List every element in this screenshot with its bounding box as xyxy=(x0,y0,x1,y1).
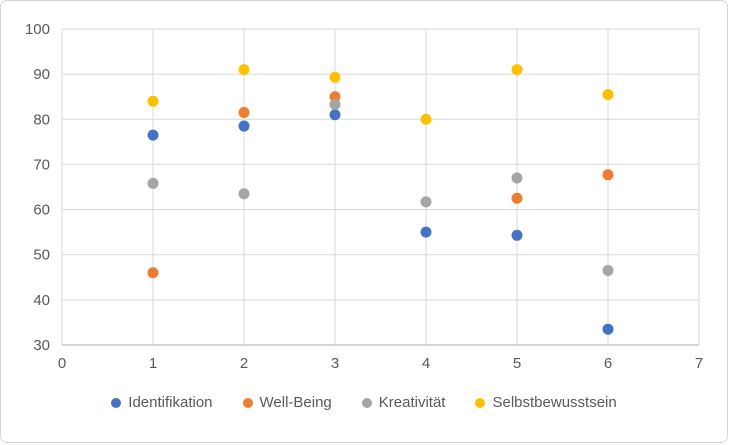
x-tick-label: 6 xyxy=(604,355,612,372)
data-point-selbstbewusstsein xyxy=(602,88,614,100)
legend-item-well-being: Well-Being xyxy=(242,394,332,411)
data-point-identifikation xyxy=(511,229,523,241)
data-point-kreativit-t xyxy=(329,98,341,110)
data-point-identifikation xyxy=(329,109,341,121)
plot-area-border xyxy=(61,28,700,346)
data-point-well-being xyxy=(238,107,250,119)
y-tick-label: 100 xyxy=(25,21,50,38)
legend-item-selbstbewusstsein: Selbstbewusstsein xyxy=(475,394,617,411)
legend-item-identifikation: Identifikation xyxy=(111,394,213,411)
data-point-well-being xyxy=(329,91,341,103)
y-tick-label: 40 xyxy=(33,292,50,309)
legend-marker-icon xyxy=(242,397,253,408)
x-tick-label: 2 xyxy=(240,355,248,372)
data-point-identifikation xyxy=(602,323,614,335)
data-point-selbstbewusstsein xyxy=(329,71,341,83)
legend-label: Well-Being xyxy=(259,394,332,411)
y-tick-label: 30 xyxy=(33,337,50,354)
y-tick-label: 80 xyxy=(33,111,50,128)
data-point-identifikation xyxy=(238,120,250,132)
data-point-selbstbewusstsein xyxy=(420,113,432,125)
data-point-kreativit-t xyxy=(602,265,614,277)
data-point-kreativit-t xyxy=(238,188,250,200)
y-tick-label: 90 xyxy=(33,66,50,83)
data-point-well-being xyxy=(511,192,523,204)
chart-legend: Identifikation Well-Being Kreativität Selbs… xyxy=(1,394,727,411)
y-tick-label: 70 xyxy=(33,156,50,173)
legend-item-kreativit-t: Kreativität xyxy=(361,394,446,411)
data-point-selbstbewusstsein xyxy=(511,64,523,76)
x-tick-label: 5 xyxy=(513,355,521,372)
data-point-selbstbewusstsein xyxy=(238,64,250,76)
legend-marker-icon xyxy=(111,397,122,408)
data-point-kreativit-t xyxy=(420,196,432,208)
x-tick-label: 1 xyxy=(149,355,157,372)
data-point-well-being xyxy=(147,267,159,279)
y-tick-label: 60 xyxy=(33,202,50,219)
x-tick-label: 3 xyxy=(331,355,339,372)
x-tick-label: 7 xyxy=(695,355,703,372)
x-tick-label: 4 xyxy=(422,355,430,372)
x-tick-label: 0 xyxy=(58,355,66,372)
data-point-kreativit-t xyxy=(147,177,159,189)
legend-label: Identifikation xyxy=(128,394,213,411)
data-point-well-being xyxy=(602,169,614,181)
data-point-selbstbewusstsein xyxy=(147,95,159,107)
data-point-identifikation xyxy=(420,226,432,238)
legend-label: Selbstbewusstsein xyxy=(492,394,617,411)
data-point-identifikation xyxy=(147,129,159,141)
legend-label: Kreativität xyxy=(378,394,446,411)
y-tick-label: 50 xyxy=(33,247,50,264)
legend-marker-icon xyxy=(361,397,372,408)
legend-marker-icon xyxy=(475,397,486,408)
data-point-kreativit-t xyxy=(511,172,523,184)
